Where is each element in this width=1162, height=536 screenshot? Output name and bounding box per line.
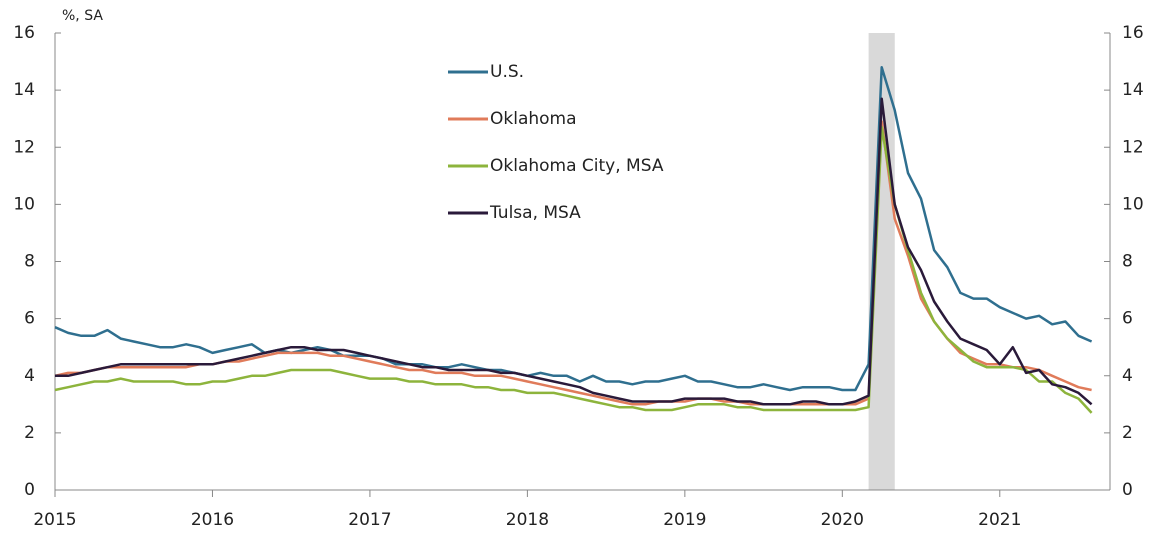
x-tick-label: 2019 <box>663 510 706 530</box>
y2-tick-label: 14 <box>1122 80 1144 100</box>
x-tick-label: 2015 <box>33 510 76 530</box>
y2-tick-label: 12 <box>1122 137 1144 157</box>
y2-tick-label: 16 <box>1122 23 1144 43</box>
x-tick-label: 2017 <box>348 510 391 530</box>
y-tick-label: 6 <box>24 309 35 329</box>
y2-tick-label: 4 <box>1122 366 1133 386</box>
series-line <box>54 66 1093 392</box>
y2-tick-label: 2 <box>1122 423 1133 443</box>
x-tick-label: 2018 <box>506 510 549 530</box>
y-tick-label: 10 <box>13 194 35 214</box>
series-line <box>54 126 1093 414</box>
series-line <box>55 97 1093 406</box>
legend-label: U.S. <box>490 62 524 82</box>
legend-label: Oklahoma <box>490 109 577 129</box>
x-tick-label: 2021 <box>978 510 1021 530</box>
y-axis-label: %, SA <box>62 8 103 24</box>
x-tick-label: 2020 <box>821 510 864 530</box>
y-tick-label: 2 <box>24 423 35 443</box>
y2-tick-label: 8 <box>1122 252 1133 272</box>
legend-label: Oklahoma City, MSA <box>490 156 664 176</box>
y-tick-label: 12 <box>13 137 35 157</box>
legend-label: Tulsa, MSA <box>489 203 581 223</box>
y-tick-label: 4 <box>24 366 35 386</box>
y-tick-label: 0 <box>24 480 35 500</box>
y-tick-label: 8 <box>24 252 35 272</box>
y-tick-label: 14 <box>13 80 35 100</box>
y2-tick-label: 10 <box>1122 194 1144 214</box>
y-tick-label: 16 <box>13 23 35 43</box>
y2-tick-label: 6 <box>1122 309 1133 329</box>
x-tick-label: 2016 <box>191 510 234 530</box>
y2-tick-label: 0 <box>1122 480 1133 500</box>
